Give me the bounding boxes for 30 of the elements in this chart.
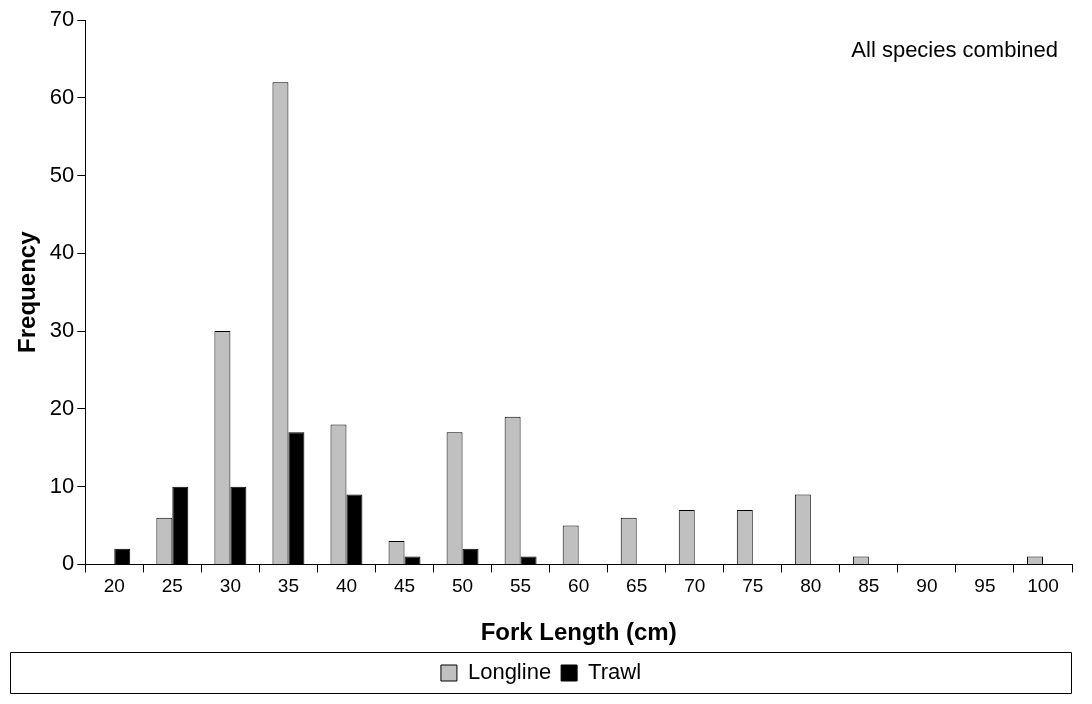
x-tick-label: 50: [451, 575, 474, 597]
x-tick-label: 30: [219, 575, 241, 597]
annotation: All species combined: [851, 37, 1058, 63]
x-tick-label: 90: [916, 575, 938, 597]
legend-label: Longline: [467, 659, 552, 685]
x-tick-label: 40: [335, 575, 358, 597]
x-axis-title: Fork Length (cm): [480, 618, 677, 646]
x-tick-label: 25: [161, 575, 183, 597]
x-tick-label: 65: [626, 575, 648, 597]
y-axis-title: Frequency: [13, 230, 41, 353]
x-tick-label: 85: [858, 575, 880, 597]
x-tick-label: 75: [742, 575, 764, 597]
x-tick-label: 100: [1027, 575, 1059, 597]
y-tick-label: 60: [49, 83, 75, 109]
y-tick-label: 10: [49, 472, 75, 498]
x-tick-label: 95: [974, 575, 996, 597]
y-tick-label: 0: [62, 550, 75, 576]
y-tick-label: 30: [49, 317, 75, 343]
x-tick-label: 60: [568, 575, 590, 597]
x-tick-label: 80: [800, 575, 822, 597]
y-tick-label: 70: [49, 6, 75, 32]
y-tick-label: 50: [49, 161, 75, 187]
x-tick-label: 45: [393, 575, 416, 597]
x-tick-label: 70: [684, 575, 706, 597]
y-tick-label: 20: [49, 394, 75, 420]
legend-label: Trawl: [588, 659, 642, 685]
x-tick-label: 20: [103, 575, 125, 597]
x-tick-label: 35: [277, 575, 299, 597]
y-tick-label: 40: [49, 239, 75, 265]
x-tick-label: 55: [510, 575, 532, 597]
